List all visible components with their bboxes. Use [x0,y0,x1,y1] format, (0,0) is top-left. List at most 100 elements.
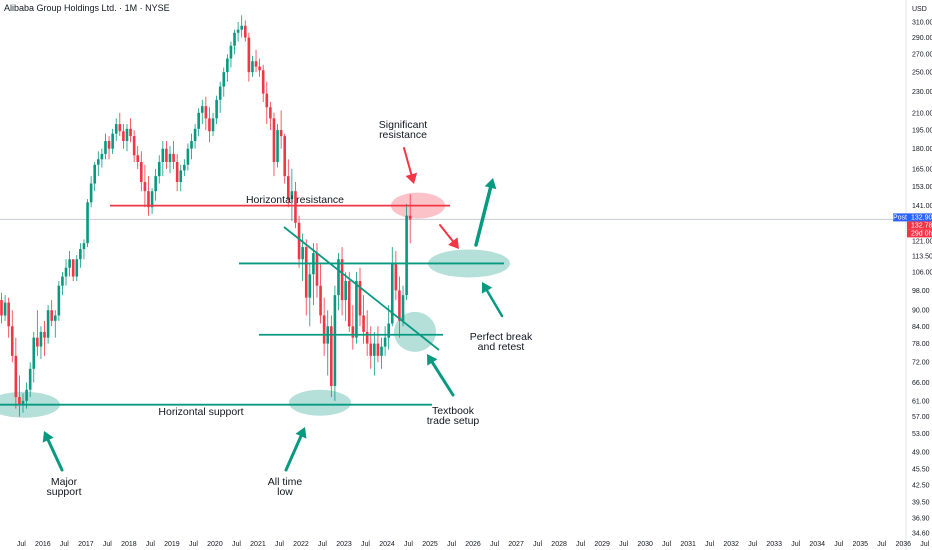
candle-body [279,130,283,137]
major-support-line1: Major [51,476,78,488]
x-tick-label: Jul [705,541,714,548]
x-tick-label: Jul [834,541,843,548]
candle-body [75,259,79,277]
y-tick-label: 45.50 [912,467,930,474]
candle-body [272,118,276,163]
price-badge-text: 132.90 [911,215,932,222]
candle-body [287,176,290,200]
x-tick-label: Jul [103,541,112,548]
all-time-low-pointer-arrow [284,427,307,472]
y-tick-label: 34.60 [912,531,930,538]
time-axis[interactable]: Jul 2016 Jul 2017 Jul 2018 Jul 2019 Jul 2020 Jul 20… [17,541,930,548]
candle-body [107,141,111,149]
candle-body [369,343,373,356]
x-tick-label: Jul [877,541,886,548]
post-market-label-badge [893,213,907,222]
y-tick-label: 42.50 [912,483,930,490]
candle-body [315,253,319,286]
candle-body [118,124,122,132]
candle-body [36,337,39,347]
descending-trendline [283,226,440,351]
candle-body [25,389,28,401]
candle-body [183,164,186,171]
perfect-break-line2: and retest [478,341,525,353]
candle-body [150,191,154,208]
all-time-low-line2: low [277,486,293,498]
candle-body [208,118,211,132]
major-support-line2: support [46,486,81,498]
price-axis[interactable]: USD 310.00 290.00 270.00 250.00 230.00 210.00… [905,0,932,550]
y-tick-label: 106.00 [912,270,932,277]
candle-body [43,331,46,338]
significant-resistance-line2: resistance [379,129,427,141]
y-tick-label: 210.00 [912,110,932,117]
y-tick-label: 36.90 [912,516,930,523]
candle-body [100,153,104,160]
candle-body [294,191,297,223]
candle-body [89,183,93,203]
candle-body [186,148,190,165]
price-badge [907,229,932,238]
candle-body [218,86,222,100]
candle-body [64,267,68,277]
annotations: Significant resistance Horizontal resist… [46,119,532,498]
currency-label: USD [912,6,927,13]
candle-body [168,153,172,163]
candle-body [233,32,236,46]
candle-body [337,259,340,296]
candle-body [373,343,376,356]
candle-body [251,61,254,73]
y-tick-label: 270.00 [912,52,932,59]
y-tick-label: 39.50 [912,500,930,507]
x-tick-label: 2036 [895,541,911,548]
candle-body [340,259,344,301]
x-tick-label: 2029 [594,541,610,548]
x-tick-label: 2024 [379,541,395,548]
candle-body [197,112,200,129]
candle-body [387,323,390,338]
candle-body [362,315,365,332]
y-tick-label: 153.00 [912,184,932,191]
candle-body [14,355,18,398]
candle-body [304,247,308,298]
candle-body [61,276,64,286]
candle-body [394,263,398,291]
candle-body [211,118,215,132]
candle-body [46,310,50,338]
x-tick-label: 2030 [637,541,653,548]
x-tick-label: 2021 [250,541,266,548]
price-badge-text: 29d 0h [911,231,932,238]
x-tick-label: 2035 [852,541,868,548]
candle-body [229,45,233,59]
candle-body [111,133,114,149]
x-tick-label: 2027 [508,541,524,548]
candle-body [269,107,272,119]
x-tick-label: Jul [662,541,671,548]
post-market-label-text: Post [893,215,907,222]
candle-body [297,222,301,260]
x-tick-label: 2034 [809,541,825,548]
x-tick-label: Jul [619,541,628,548]
y-tick-label: 90.00 [912,308,930,315]
candle-body [68,259,71,268]
y-tick-label: 250.00 [912,70,932,77]
x-tick-label: 2032 [723,541,739,548]
candle-body [132,136,136,156]
x-tick-label: Jul [490,541,499,548]
candle-body [276,130,279,163]
x-tick-label: 2022 [293,541,309,548]
candle-body [71,259,75,277]
candle-body [10,326,14,356]
y-tick-label: 180.00 [912,146,932,153]
x-tick-label: Jul [361,541,370,548]
candle-body [53,315,57,321]
candle-body [3,302,7,316]
x-tick-label: 2031 [680,541,696,548]
x-tick-label: Jul [576,541,585,548]
textbook-line1: Textbook [432,405,475,417]
candle-body [344,281,347,301]
x-tick-label: Jul [404,541,413,548]
candle-body [93,164,97,184]
